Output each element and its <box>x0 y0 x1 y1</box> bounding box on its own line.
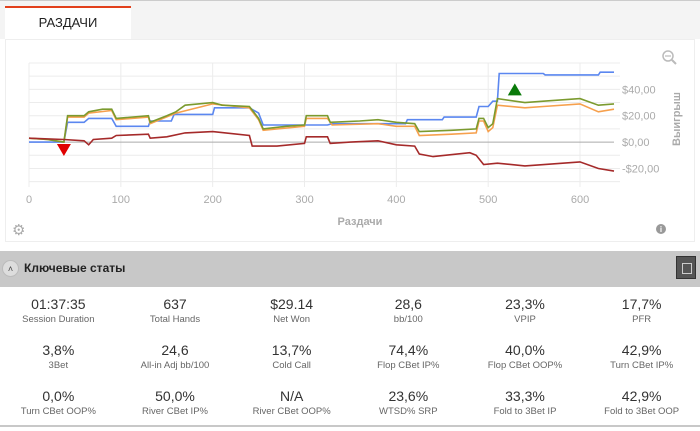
stat-label: Cold Call <box>272 360 311 371</box>
stat-item: 42,9% Turn CBet IP% <box>583 339 700 385</box>
section-title: Ключевые статы <box>24 261 126 275</box>
max-marker <box>507 83 522 96</box>
stat-label: Fold to 3Bet IP <box>493 406 557 417</box>
stat-label: PFR <box>632 314 652 325</box>
stat-item: $29.14 Net Won <box>233 293 350 339</box>
x-tick-label: 100 <box>112 194 130 206</box>
stat-item: 3,8% 3Bet <box>0 339 117 385</box>
x-tick-label: 200 <box>203 194 221 206</box>
stat-label: Fold to 3Bet OOP <box>604 406 680 417</box>
stat-value: 28,6 <box>394 296 422 312</box>
stat-value: 23,6% <box>388 388 429 404</box>
series-line-blue <box>29 71 614 143</box>
y-tick-label: $0,00 <box>622 137 650 149</box>
min-marker <box>56 144 71 157</box>
stat-item: 24,6 All-in Adj bb/100 <box>117 339 234 385</box>
series-line-orange <box>28 103 615 144</box>
stat-label: Flop CBet OOP% <box>487 360 563 371</box>
info-icon-glyph: i <box>660 225 662 234</box>
stat-item: 42,9% Fold to 3Bet OOP <box>583 385 700 431</box>
stat-value: 23,3% <box>505 296 545 312</box>
settings-gear-icon[interactable]: ⚙ <box>12 222 25 239</box>
stat-item: 01:37:35 Session Duration <box>0 293 117 339</box>
stat-item: 28,6 bb/100 <box>350 293 467 339</box>
stat-label: All-in Adj bb/100 <box>140 360 210 371</box>
x-tick-label: 300 <box>295 194 313 206</box>
key-stats-header: ˄ Ключевые статы <box>0 251 700 287</box>
y-tick-label: -$20,00 <box>622 163 659 175</box>
stat-value: 42,9% <box>621 388 662 404</box>
stats-grid: 01:37:35 Session Duration 637 Total Hands $2… <box>0 293 700 431</box>
y-axis-label: Выигрыш <box>671 92 683 146</box>
chart-panel: 0 100 200 300 400 500 600 $40,00 $20,00 $0,00 -$20… <box>5 39 695 242</box>
stat-value: 3,8% <box>42 342 75 358</box>
tab-bar: РАЗДАЧИ <box>0 1 700 39</box>
collapse-toggle-icon[interactable]: ˄ <box>2 260 19 277</box>
stat-label: 3Bet <box>48 360 69 371</box>
stat-label: Session Duration <box>22 314 95 325</box>
stat-label: Turn CBet OOP% <box>20 406 96 417</box>
stat-value: 40,0% <box>505 342 545 358</box>
stat-label: River CBet IP% <box>141 406 208 417</box>
stat-value: 17,7% <box>621 296 662 312</box>
stat-value: 42,9% <box>621 342 662 358</box>
stat-label: Turn CBet IP% <box>610 360 674 371</box>
winnings-chart: 0 100 200 300 400 500 600 $40,00 $20,00 $0,00 -$20… <box>12 50 683 239</box>
x-tick-label: 400 <box>387 194 405 206</box>
zoom-out-icon[interactable] <box>662 50 677 65</box>
stat-item: 0,0% Turn CBet OOP% <box>0 385 117 431</box>
stat-value: 24,6 <box>161 342 189 358</box>
series-line-green <box>28 97 615 144</box>
x-tick-label: 500 <box>479 194 497 206</box>
y-tick-label: $20,00 <box>622 111 656 123</box>
stat-value: 637 <box>163 296 187 312</box>
stat-label: WTSD% SRP <box>379 406 438 417</box>
info-icon[interactable] <box>656 224 666 234</box>
stat-item: 40,0% Flop CBet OOP% <box>467 339 584 385</box>
x-tick-label: 0 <box>26 194 32 206</box>
stat-item: 33,3% Fold to 3Bet IP <box>467 385 584 431</box>
stat-item: 50,0% River CBet IP% <box>117 385 234 431</box>
stat-value: 01:37:35 <box>31 296 86 312</box>
stat-value: $29.14 <box>270 296 314 312</box>
stat-value: 33,3% <box>505 388 545 404</box>
stat-item: 637 Total Hands <box>117 293 234 339</box>
stat-label: Total Hands <box>149 314 201 325</box>
stat-label: Flop CBet IP% <box>377 360 440 371</box>
stat-label: bb/100 <box>393 314 423 325</box>
stat-item: 17,7% PFR <box>583 293 700 339</box>
series-line-red <box>28 130 615 172</box>
x-axis-label: Раздачи <box>338 216 383 228</box>
stat-label: Net Won <box>273 314 311 325</box>
columns-button[interactable] <box>676 256 696 279</box>
stat-item: 23,3% VPIP <box>467 293 584 339</box>
tab-hands[interactable]: РАЗДАЧИ <box>5 6 131 39</box>
stat-label: VPIP <box>514 314 536 325</box>
stat-item: 13,7% Cold Call <box>233 339 350 385</box>
stat-item: N/A River CBet OOP% <box>233 385 350 431</box>
stat-value: 74,4% <box>388 342 429 358</box>
stat-item: 23,6% WTSD% SRP <box>350 385 467 431</box>
x-tick-label: 600 <box>571 194 589 206</box>
stat-value: N/A <box>279 388 304 404</box>
y-tick-label: $40,00 <box>622 84 656 96</box>
stat-item: 74,4% Flop CBet IP% <box>350 339 467 385</box>
stat-value: 13,7% <box>271 342 312 358</box>
stat-value: 0,0% <box>42 388 75 404</box>
stat-value: 50,0% <box>155 388 195 404</box>
divider <box>0 425 700 427</box>
stat-label: River CBet OOP% <box>252 406 331 417</box>
